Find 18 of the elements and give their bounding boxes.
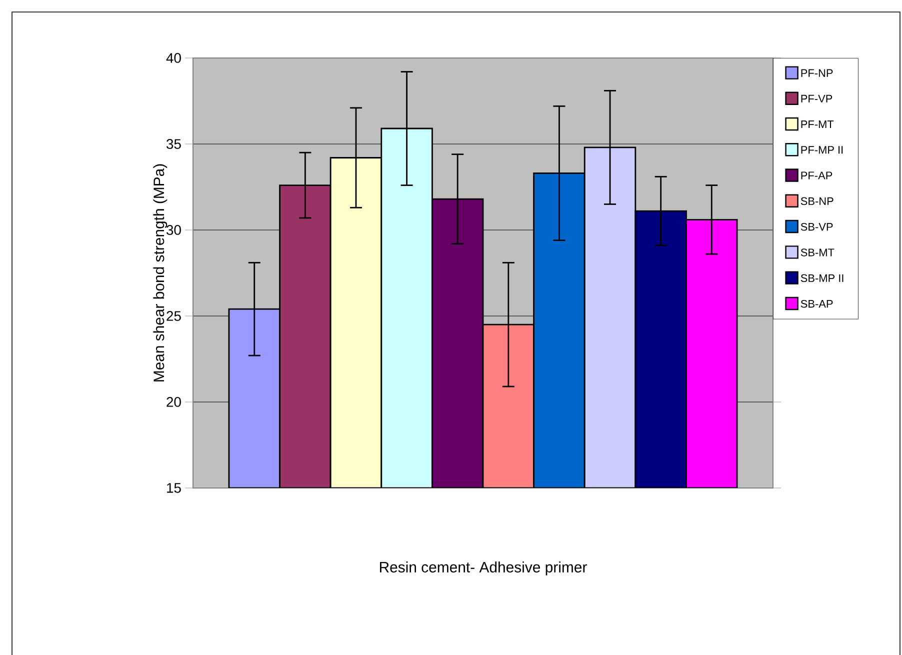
legend-label: PF-MP II <box>801 146 843 154</box>
legend-label: PF-NP <box>801 69 833 77</box>
legend-label: PF-MT <box>801 120 834 128</box>
y-tick-label: 20 <box>166 397 181 407</box>
legend-label: SB-AP <box>800 300 833 308</box>
legend-label: SB-NP <box>800 197 834 206</box>
legend-label: SB-VP <box>800 222 833 231</box>
legend-label: SB-MP II <box>800 274 844 282</box>
x-axis-title: Resin cement- Adhesive primer <box>380 562 587 576</box>
legend-label: SB-MT <box>800 248 834 256</box>
y-tick-label: 25 <box>166 311 181 321</box>
legend-label: PF-AP <box>801 172 832 180</box>
y-tick-label: 40 <box>166 53 181 63</box>
y-axis-title: Mean shear bond strength (MPa) <box>153 164 168 382</box>
y-tick-label: 15 <box>167 483 181 493</box>
y-tick-label: 35 <box>166 139 181 149</box>
y-tick-label: 30 <box>166 225 181 235</box>
legend-label: PF-VP <box>801 94 832 102</box>
